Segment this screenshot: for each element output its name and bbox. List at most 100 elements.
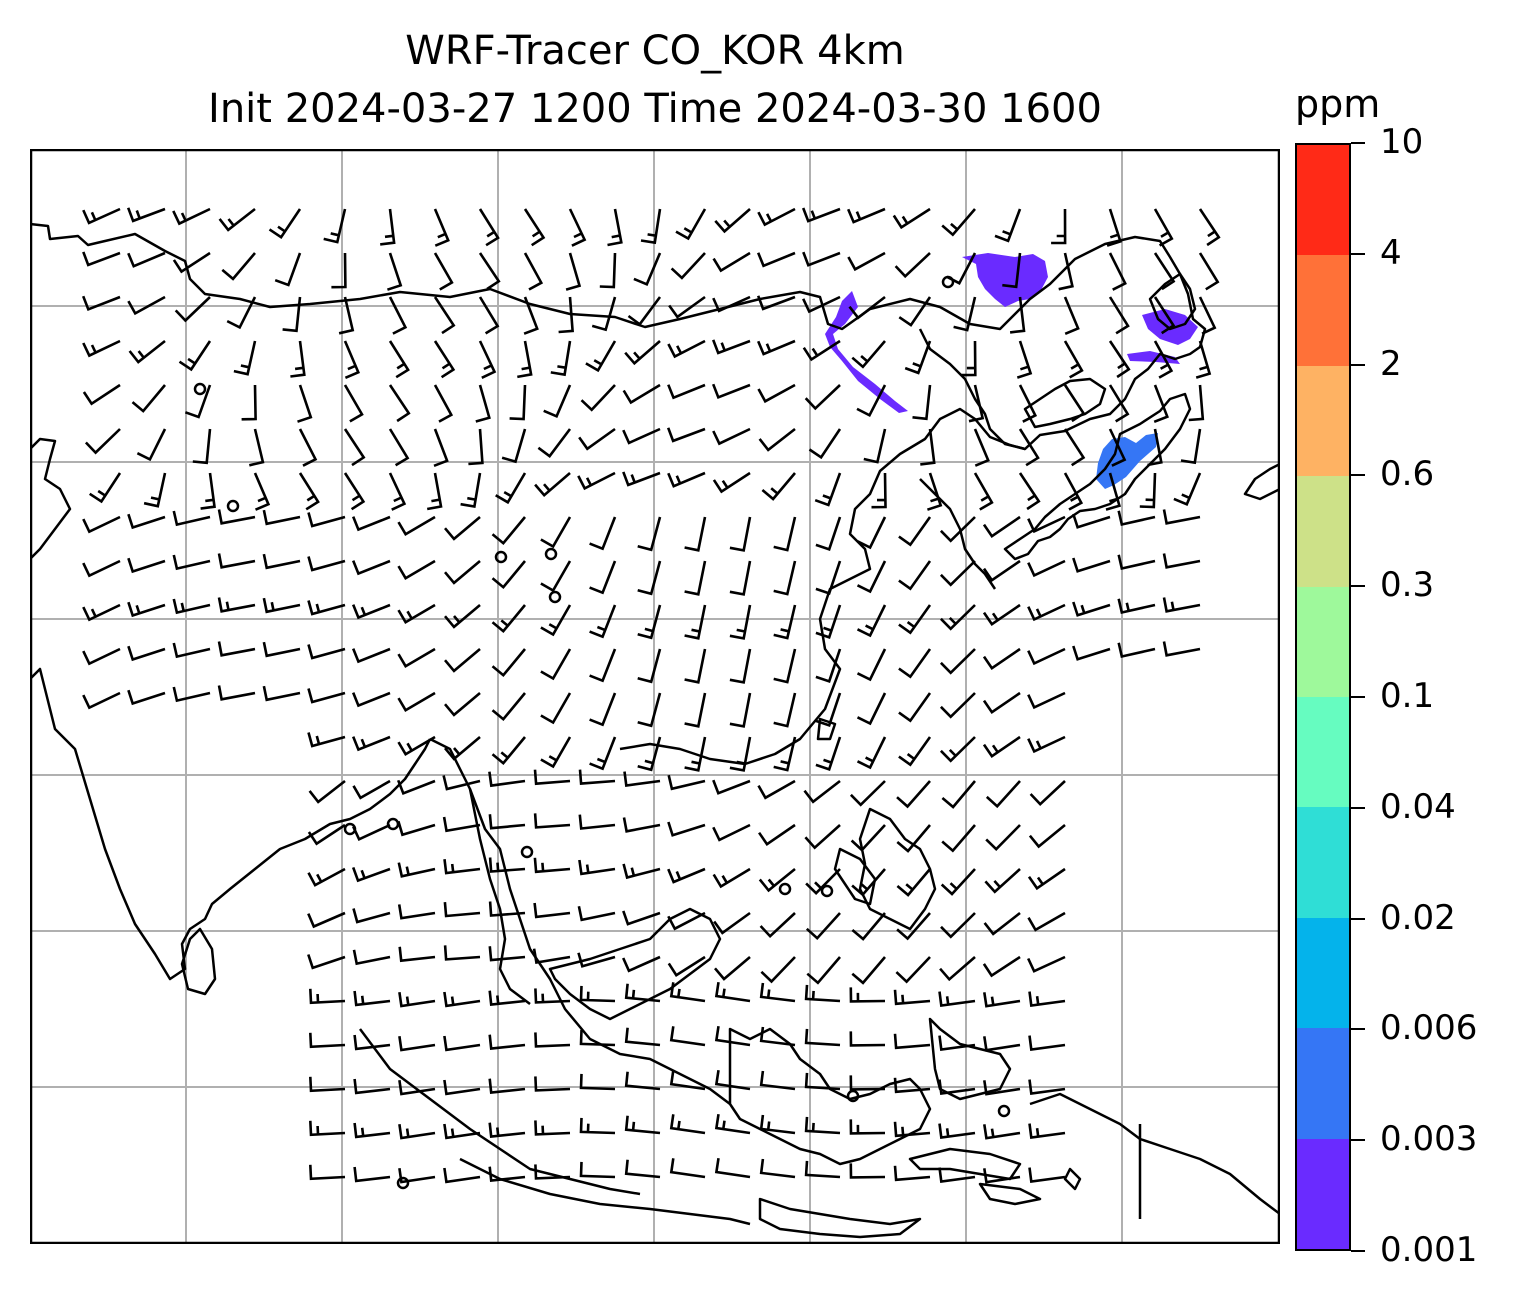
- wind-barb: [589, 516, 617, 551]
- wind-barb: [533, 769, 571, 786]
- wind-barb: [221, 252, 256, 281]
- colorbar-tick-label: 0.001: [1380, 1230, 1478, 1270]
- wind-barb: [815, 736, 842, 771]
- wind-barb: [982, 559, 1021, 583]
- tracer-plume-okhotsk: [962, 253, 1048, 307]
- wind-barb: [433, 208, 450, 247]
- wind-barb: [307, 600, 346, 616]
- wind-barb: [802, 251, 841, 267]
- wind-barb: [126, 207, 166, 223]
- wind-barb: [579, 985, 616, 1003]
- wind-barb: [241, 384, 257, 421]
- wind-barb: [127, 513, 166, 530]
- wind-barb: [1072, 601, 1111, 617]
- wind-barb: [307, 732, 346, 748]
- wind-barb: [773, 692, 797, 728]
- wind-barb: [533, 857, 571, 874]
- wind-barb: [982, 691, 1021, 715]
- wind-barb: [534, 472, 571, 498]
- colorbar-segment: [1297, 807, 1349, 918]
- wind-barb: [351, 866, 391, 883]
- wind-barb: [351, 559, 391, 576]
- wind-barb: [1188, 384, 1205, 422]
- wind-barb: [714, 1070, 751, 1091]
- wind-barb: [982, 515, 1021, 539]
- wind-barb: [622, 955, 661, 973]
- wind-barb: [712, 779, 751, 795]
- wind-barb: [578, 859, 616, 876]
- wind-barb: [759, 1114, 796, 1135]
- wind-barb: [1153, 252, 1176, 291]
- wind-barb: [712, 427, 751, 446]
- wind-barb: [714, 1158, 751, 1179]
- wind-barb: [353, 1078, 391, 1095]
- wind-barb: [760, 956, 796, 984]
- wind-barb: [982, 955, 1021, 978]
- wind-barb: [353, 990, 391, 1007]
- wind-barb: [757, 383, 796, 404]
- wind-barb: [307, 823, 346, 846]
- colorbar-tick-label: 2: [1380, 343, 1402, 384]
- wind-barb: [756, 295, 796, 311]
- wind-barb: [607, 208, 623, 247]
- colorbar-tick-label: 0.6: [1380, 454, 1435, 495]
- wind-barb: [804, 384, 841, 411]
- wind-barb: [939, 560, 976, 587]
- wind-barb: [637, 648, 662, 684]
- wind-barb: [307, 911, 346, 929]
- wind-barb: [131, 384, 166, 413]
- wind-barb: [397, 559, 436, 580]
- wind-barb: [624, 1115, 661, 1135]
- colorbar: [1295, 143, 1351, 1251]
- wind-barb: [1198, 252, 1220, 291]
- wind-barb: [961, 340, 977, 377]
- colorbar-tick-label: 0.006: [1380, 1008, 1478, 1049]
- wind-barb: [892, 207, 931, 230]
- wind-barb: [622, 817, 661, 833]
- colorbar-tick-label: 0.003: [1380, 1119, 1478, 1160]
- wind-barb: [398, 1036, 436, 1052]
- wind-barb: [1009, 296, 1026, 334]
- wind-barb: [352, 779, 391, 800]
- wind-barb: [233, 340, 257, 376]
- wind-barb: [803, 779, 841, 804]
- wind-barb: [1027, 603, 1066, 622]
- wind-barb: [758, 427, 796, 452]
- wind-barb: [331, 252, 347, 289]
- wind-barb: [1058, 252, 1074, 291]
- wind-barb: [540, 648, 572, 681]
- wind-barb: [624, 1071, 661, 1091]
- wind-barb: [815, 560, 842, 595]
- wind-barb: [589, 736, 617, 771]
- wind-barb: [433, 296, 456, 335]
- wind-barb: [939, 956, 976, 982]
- wind-barb: [893, 1077, 931, 1094]
- wind-barb: [192, 428, 212, 465]
- calm-wind-circle: [544, 547, 558, 561]
- wind-barb: [893, 1165, 931, 1182]
- wind-barb: [589, 692, 617, 727]
- wind-barb: [805, 868, 841, 896]
- wind-barb: [893, 1033, 931, 1050]
- wind-barb: [491, 560, 527, 590]
- wind-barb: [804, 1072, 841, 1091]
- wind-barb: [1153, 340, 1174, 379]
- wind-barb: [1147, 428, 1163, 467]
- wind-barb: [893, 1121, 931, 1138]
- colorbar-segment: [1297, 917, 1349, 1029]
- wind-barb: [351, 515, 391, 532]
- wind-barb: [758, 823, 796, 847]
- wind-barb: [568, 208, 587, 247]
- wind-barb: [898, 648, 932, 679]
- wind-barb: [729, 604, 752, 640]
- wind-barb: [633, 252, 662, 286]
- map-frame: [30, 149, 1280, 1244]
- wind-barb: [940, 868, 976, 896]
- wind-barb: [351, 647, 391, 664]
- colorbar-segment: [1297, 144, 1349, 256]
- wind-barb: [815, 604, 842, 639]
- wind-barb: [397, 862, 436, 878]
- wind-barb: [262, 597, 301, 614]
- colorbar-segment: [1297, 1028, 1349, 1139]
- wind-barb: [307, 954, 346, 970]
